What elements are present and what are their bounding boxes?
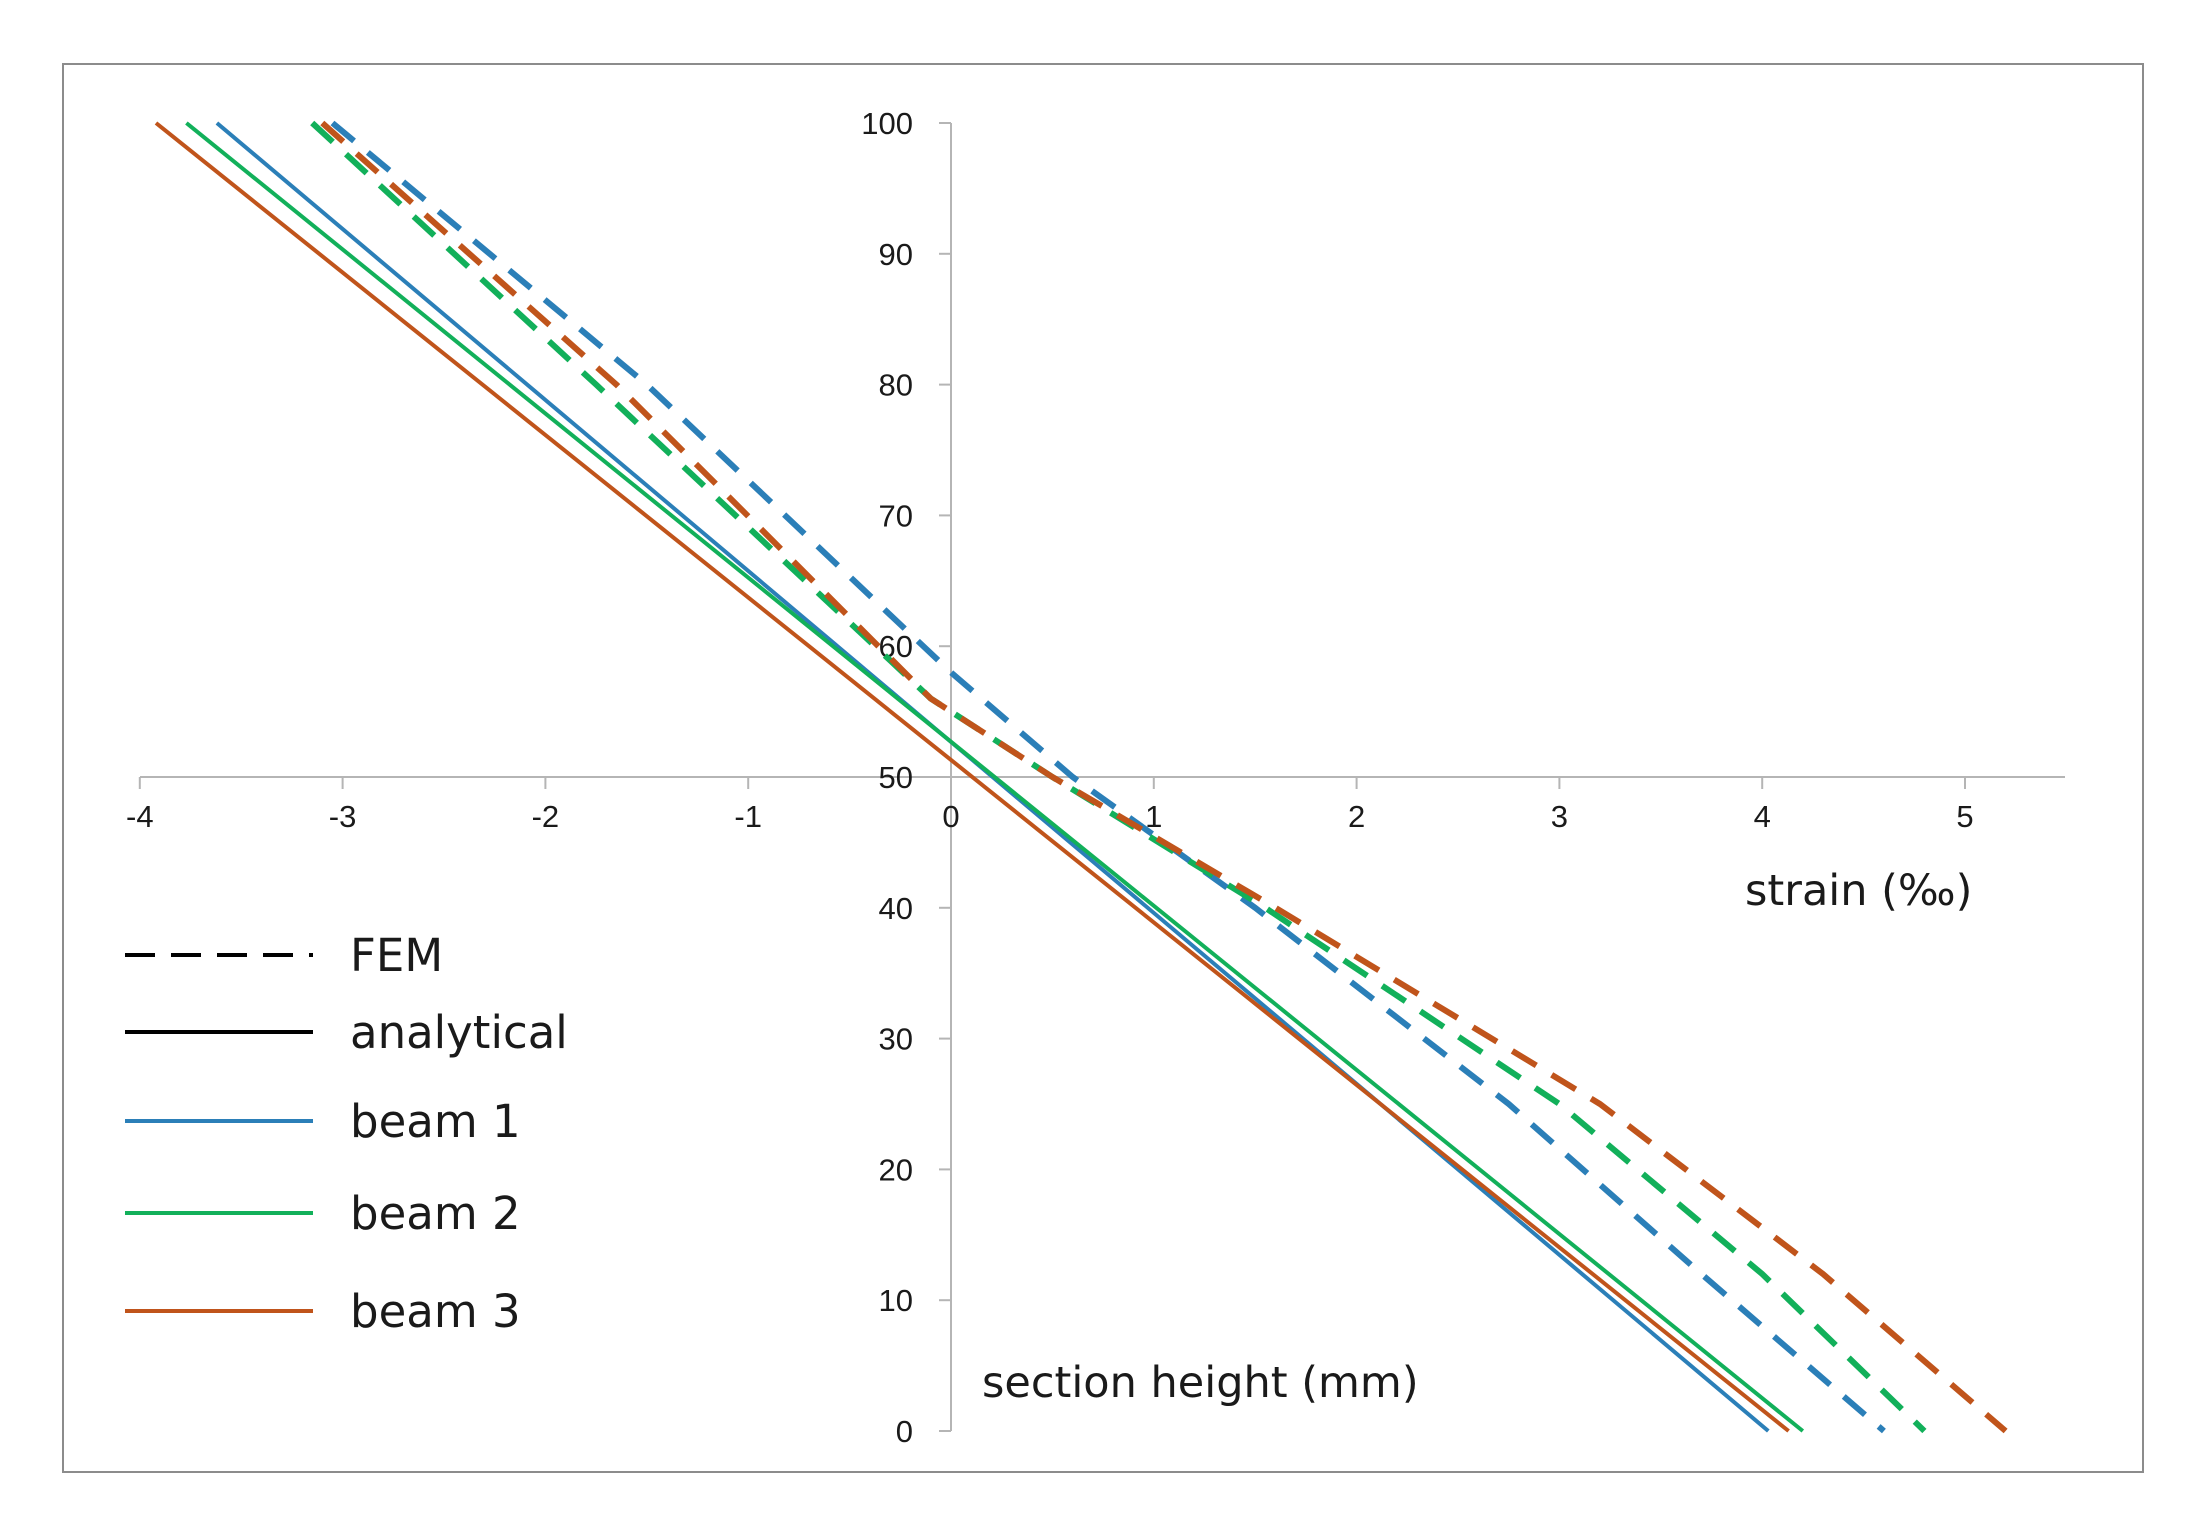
x-tick-label: 4 <box>1754 799 1771 834</box>
beam-3-fem-line <box>320 120 2008 1434</box>
x-tick-label: -3 <box>329 799 357 834</box>
y-tick-0: 0 <box>896 1414 951 1449</box>
beam-1-fem-line <box>330 120 1886 1434</box>
y-tick-7: 70 <box>879 498 951 533</box>
y-tick-label: 90 <box>879 237 913 272</box>
y-tick-8: 80 <box>879 368 951 403</box>
x-tick-0: -4 <box>126 777 154 834</box>
y-axis-label: section height (mm) <box>982 1358 1419 1408</box>
x-ticks: -4 -3 -2 -1 0 1 2 3 4 5 <box>126 777 1974 834</box>
y-tick-5: 50 <box>879 760 951 795</box>
x-tick-label: -1 <box>734 799 762 834</box>
x-tick-label: 0 <box>942 799 959 834</box>
y-tick-label: 50 <box>879 760 913 795</box>
y-tick-1: 10 <box>879 1283 951 1318</box>
x-tick-label: 1 <box>1145 799 1162 834</box>
x-tick-8: 4 <box>1754 777 1771 834</box>
legend-item-beam-2: beam 2 <box>125 1187 521 1240</box>
x-tick-label: -2 <box>532 799 560 834</box>
legend-label: analytical <box>350 1006 568 1059</box>
legend-item-analytical: analytical <box>125 1006 568 1059</box>
y-tick-label: 100 <box>861 106 913 141</box>
legend-label: beam 3 <box>350 1285 521 1338</box>
beam-2-analytical-line <box>185 121 1805 1433</box>
legend-label: FEM <box>350 929 443 982</box>
y-ticks: 0 10 20 30 40 50 60 70 80 90 100 <box>861 106 951 1449</box>
y-tick-label: 20 <box>879 1152 913 1187</box>
y-tick-3: 30 <box>879 1022 951 1057</box>
x-tick-label: -4 <box>126 799 154 834</box>
axes: -4 -3 -2 -1 0 1 2 3 4 5 0 10 20 30 40 50 60 70 80 90 100 <box>126 106 2065 1449</box>
y-tick-label: 30 <box>879 1022 913 1057</box>
y-tick-label: 0 <box>896 1414 913 1449</box>
y-tick-label: 80 <box>879 368 913 403</box>
legend: FEM analytical beam 1 beam 2 beam 3 <box>125 929 568 1338</box>
x-tick-5: 1 <box>1145 777 1162 834</box>
series-layer <box>154 120 2008 1434</box>
beam-3-analytical-line <box>154 121 1790 1433</box>
x-tick-3: -1 <box>734 777 762 834</box>
x-tick-1: -3 <box>329 777 357 834</box>
y-tick-10: 100 <box>861 106 951 141</box>
legend-item-FEM: FEM <box>125 929 443 982</box>
y-tick-label: 40 <box>879 891 913 926</box>
legend-item-beam-3: beam 3 <box>125 1285 521 1338</box>
x-tick-label: 5 <box>1956 799 1973 834</box>
x-tick-6: 2 <box>1348 777 1365 834</box>
chart-frame <box>62 63 2144 1473</box>
y-tick-label: 60 <box>879 629 913 664</box>
x-tick-2: -2 <box>532 777 560 834</box>
x-tick-4: 0 <box>942 777 960 834</box>
y-tick-9: 90 <box>879 237 951 272</box>
y-tick-4: 40 <box>879 891 951 926</box>
legend-item-beam-1: beam 1 <box>125 1095 521 1148</box>
x-tick-9: 5 <box>1956 777 1974 834</box>
y-tick-label: 10 <box>879 1283 913 1318</box>
legend-label: beam 2 <box>350 1187 521 1240</box>
x-tick-label: 2 <box>1348 799 1365 834</box>
x-tick-label: 3 <box>1551 799 1568 834</box>
legend-label: beam 1 <box>350 1095 521 1148</box>
x-tick-7: 3 <box>1551 777 1568 834</box>
y-tick-2: 20 <box>879 1152 951 1187</box>
y-tick-label: 70 <box>879 498 913 533</box>
x-axis-label: strain (‰) <box>1745 866 1972 916</box>
